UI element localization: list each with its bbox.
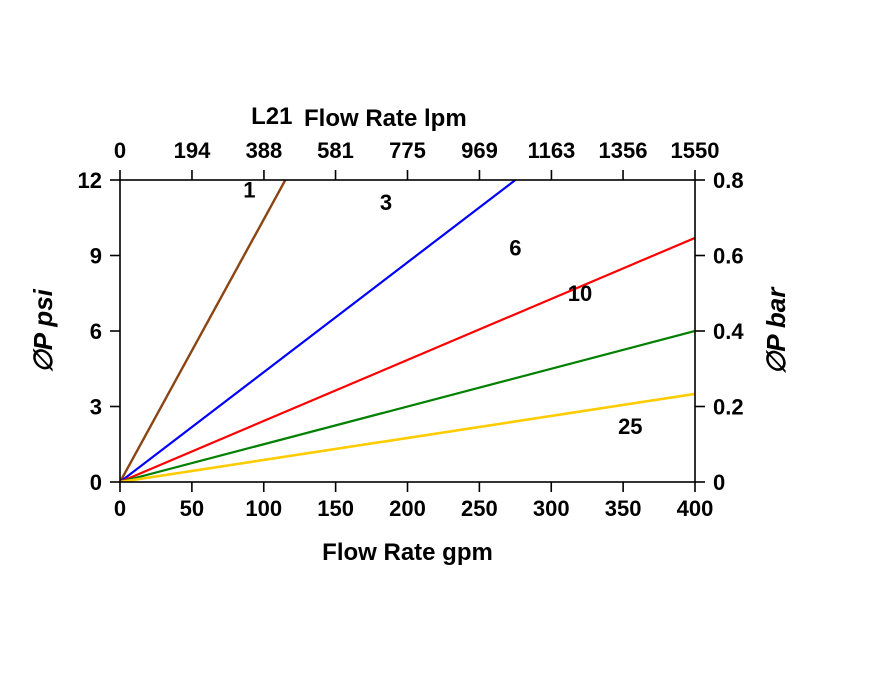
y-tick-label: 6 — [90, 319, 102, 344]
x-tick-label: 100 — [245, 496, 282, 521]
x2-tick-label: 1550 — [671, 138, 720, 163]
x-tick-label: 0 — [114, 496, 126, 521]
x-tick-label: 250 — [461, 496, 498, 521]
y-tick-label: 0 — [90, 470, 102, 495]
x2-tick-label: 969 — [461, 138, 498, 163]
series-label-3: 3 — [380, 190, 392, 215]
y2-tick-label: 0.8 — [713, 168, 744, 193]
x-tick-label: 350 — [605, 496, 642, 521]
x2-tick-label: 194 — [174, 138, 211, 163]
x2-tick-label: 775 — [389, 138, 426, 163]
y-axis-label: ∅P psi — [28, 288, 58, 373]
y-tick-label: 12 — [78, 168, 102, 193]
y-tick-label: 3 — [90, 395, 102, 420]
x-tick-label: 300 — [533, 496, 570, 521]
y2-tick-label: 0.2 — [713, 395, 744, 420]
chart-svg: 050100150200250300350400Flow Rate gpm019… — [0, 0, 891, 687]
x2-tick-label: 581 — [317, 138, 354, 163]
x2-tick-label: 0 — [114, 138, 126, 163]
x2-tick-label: 1356 — [599, 138, 648, 163]
x-tick-label: 200 — [389, 496, 426, 521]
series-label-25: 25 — [618, 414, 642, 439]
series-label-1: 1 — [243, 178, 255, 203]
x2-tick-label: 1163 — [528, 138, 576, 163]
series-label-10: 10 — [568, 281, 592, 306]
y2-axis-label: ∅P bar — [761, 286, 791, 375]
y2-tick-label: 0.6 — [713, 244, 744, 269]
x-tick-label: 400 — [677, 496, 714, 521]
x-tick-label: 50 — [180, 496, 204, 521]
x2-axis-label: Flow Rate lpm — [304, 105, 467, 132]
series-label-6: 6 — [509, 236, 521, 261]
y2-tick-label: 0.4 — [713, 319, 744, 344]
chart-title-prefix: L21 — [251, 103, 292, 130]
y-tick-label: 9 — [90, 244, 102, 269]
x2-tick-label: 388 — [246, 138, 283, 163]
pressure-drop-chart: 050100150200250300350400Flow Rate gpm019… — [0, 0, 891, 687]
x-tick-label: 150 — [317, 496, 354, 521]
y2-tick-label: 0 — [713, 470, 725, 495]
x-axis-label: Flow Rate gpm — [322, 539, 493, 566]
